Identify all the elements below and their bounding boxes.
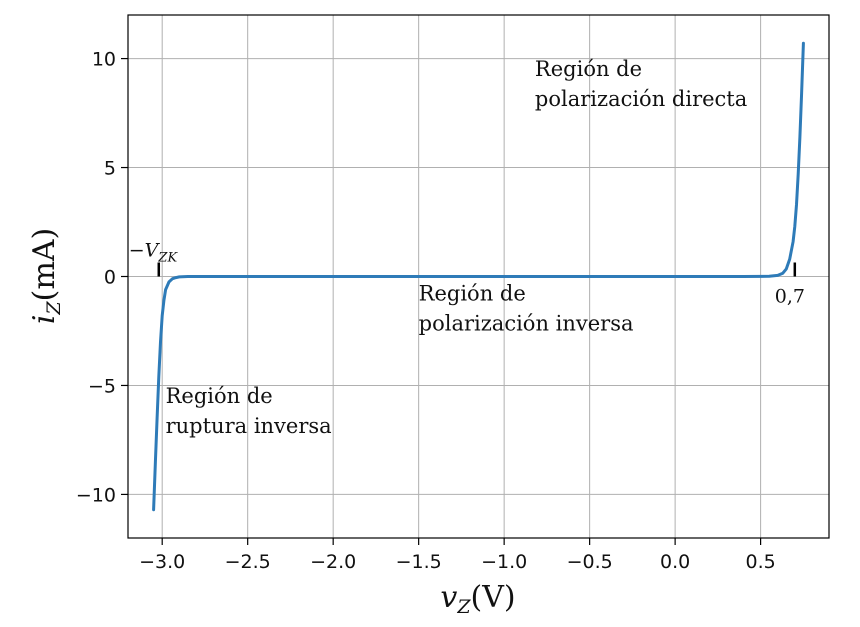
marker-label: 0,7 bbox=[775, 286, 805, 308]
plot-area bbox=[152, 41, 805, 512]
y-tick-label: −5 bbox=[88, 375, 116, 397]
region-annotation: Región de polarización inversa bbox=[419, 281, 634, 335]
region-annotation: Región de polarización directa bbox=[535, 57, 747, 111]
x-tick-label: −2.5 bbox=[225, 551, 271, 573]
x-tick-label: 0.0 bbox=[660, 551, 690, 573]
x-axis-label: vZ(V) bbox=[440, 580, 515, 618]
x-tick-label: −0.5 bbox=[567, 551, 613, 573]
x-tick-label: 0.5 bbox=[746, 551, 776, 573]
x-tick-label: −1.5 bbox=[396, 551, 442, 573]
x-tick-label: −1.0 bbox=[481, 551, 527, 573]
marker-label: −VZK bbox=[129, 240, 179, 266]
x-tick-label: −3.0 bbox=[139, 551, 185, 573]
y-tick-label: 0 bbox=[104, 267, 116, 289]
axis-ticks: −3.0 −2.5 −2.0 −1.5 −1.0 −0.5 0.0 0.5 10 5 0 −5 −10 bbox=[76, 49, 776, 573]
series-line bbox=[152, 41, 805, 512]
y-tick-label: −10 bbox=[76, 484, 116, 506]
region-annotation: Región de ruptura inversa bbox=[166, 384, 332, 438]
y-axis-label: iZ(mA) bbox=[27, 228, 65, 324]
y-tick-label: 5 bbox=[104, 158, 116, 180]
x-tick-label: −2.0 bbox=[310, 551, 356, 573]
markers: −VZK 0,7 bbox=[129, 240, 805, 308]
annotations: Región de polarización directa Región de po… bbox=[166, 57, 748, 438]
y-tick-label: 10 bbox=[92, 49, 116, 71]
